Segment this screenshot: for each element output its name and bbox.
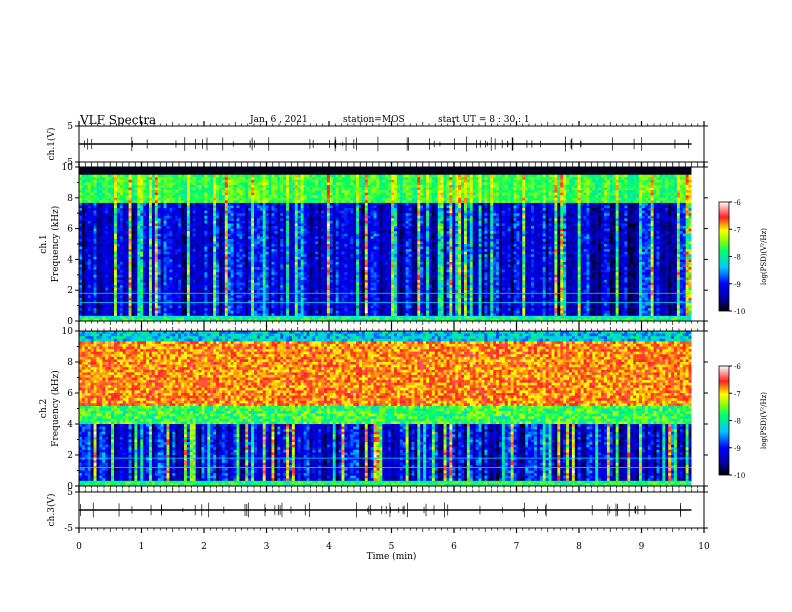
x-tick-label: 8 [576,542,582,552]
y-tick-label: 10 [62,327,74,337]
colorbar-tick-label: -9 [734,445,741,453]
x-tick-label: 1 [139,542,145,552]
y-axis-label: Frequency (kHz) [50,370,61,447]
spectrogram-cells [79,167,692,321]
y-tick-label: 5 [67,488,73,498]
colorbar-tick-label: -8 [734,254,741,262]
colorbar-label: log(PSD)(V²/Hz) [760,392,768,449]
x-tick-label: 6 [451,542,457,552]
ch1-spectrogram-panel: 0 2 4 6 8 10 ch.1 Frequency (kHz) [39,162,708,327]
ch1-waveform-panel: 5-5ch.1(V) [46,121,708,168]
colorbar-tick-label: -10 [734,308,745,316]
colorbar-gradient [719,366,729,475]
colorbar-tick-label: -8 [734,418,741,426]
colorbar: -6 -7 -8 -9 -10 log(PSD)(V²/Hz) [719,363,768,480]
y-tick-label: 2 [67,286,73,296]
x-tick-label: 3 [264,542,270,552]
spectrogram-cells [79,331,692,486]
y-tick-label: 4 [67,255,73,265]
x-tick-label: 4 [326,542,332,552]
x-axis-label: Time (min) [367,551,417,562]
x-tick-label: 2 [201,542,207,552]
x-tick-label: 5 [389,542,395,552]
colorbar: -6 -7 -8 -9 -10 log(PSD)(V²/Hz) [719,199,768,316]
ch3-waveform-panel: 5 -5 ch.3(V) [46,487,708,534]
y-tick-label: 8 [67,194,73,204]
y-tick-label: 5 [67,122,73,132]
y-axis-label: ch.2 [39,399,49,418]
x-tick-label: 9 [639,542,645,552]
x-tick-label: 0 [76,542,82,552]
y-tick-label: -5 [64,524,73,534]
x-tick-label: 10 [698,542,710,552]
colorbar-tick-label: -6 [734,199,741,207]
colorbar-label: log(PSD)(V²/Hz) [760,228,768,285]
colorbar-tick-label: -7 [734,226,741,234]
colorbar-tick-label: -6 [734,363,741,371]
colorbar-tick-label: -10 [734,472,745,480]
y-tick-label: 6 [67,225,73,235]
colorbar-gradient [719,202,729,311]
colorbar-tick-label: -7 [734,390,741,398]
x-tick-label: 7 [514,542,520,552]
y-axis-label: ch.1(V) [46,128,57,161]
y-axis-label: ch.1 [39,234,49,253]
y-axis-label: ch.3(V) [46,494,57,527]
y-tick-label: 6 [67,389,73,399]
y-axis-label: Frequency (kHz) [50,206,61,283]
y-tick-label: 2 [67,451,73,461]
colorbar-tick-label: -9 [734,281,741,289]
y-tick-label: 4 [67,420,73,430]
y-tick-label: 8 [67,358,73,368]
y-tick-label: 10 [62,163,74,173]
y-tick-label: 0 [67,317,73,327]
